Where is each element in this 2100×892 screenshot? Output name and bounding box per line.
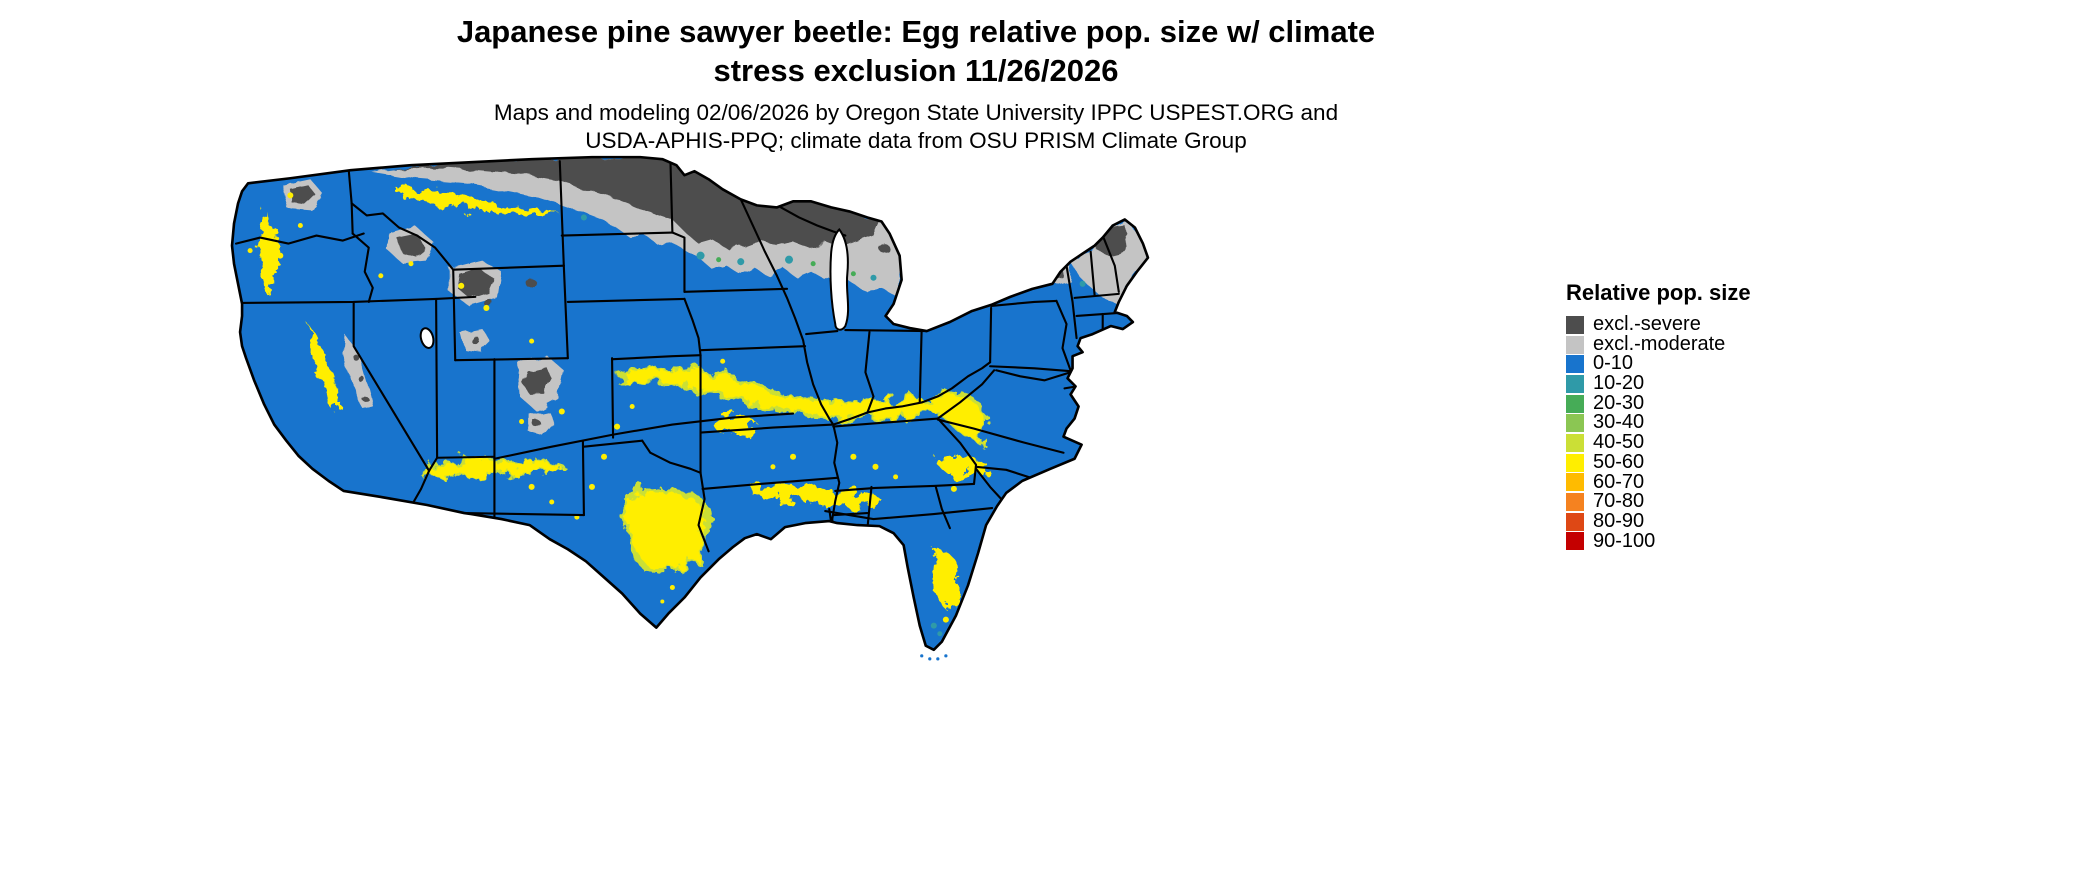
us-map-svg — [230, 155, 1150, 661]
legend-item: 30-40 — [1566, 413, 1751, 433]
legend-item: 40-50 — [1566, 431, 1751, 454]
legend-label: excl.-moderate — [1593, 332, 1726, 355]
subtitle: Maps and modeling 02/06/2026 by Oregon S… — [0, 99, 1832, 155]
legend-item: 0-10 — [1566, 354, 1751, 374]
legend-swatch-30-40 — [1566, 414, 1584, 433]
legend-item: 10-20 — [1566, 372, 1751, 395]
legend-swatch-excl-severe — [1566, 315, 1584, 334]
legend-label: 50-60 — [1593, 450, 1645, 473]
legend-label: 40-50 — [1593, 431, 1645, 454]
legend-item: 20-30 — [1566, 391, 1751, 414]
legend-swatch-50-60 — [1566, 453, 1584, 472]
legend-swatch-20-30 — [1566, 394, 1584, 413]
legend-item: 80-90 — [1566, 509, 1751, 532]
header: Japanese pine sawyer beetle: Egg relativ… — [0, 12, 1832, 155]
legend-label: 90-100 — [1593, 529, 1656, 552]
legend-label: 70-80 — [1593, 490, 1645, 513]
legend-item: excl.-severe — [1566, 313, 1751, 335]
legend-title: Relative pop. size — [1566, 280, 1751, 305]
great-salt-lake — [419, 327, 435, 349]
legend-label: 10-20 — [1593, 372, 1645, 395]
legend-label: excl.-severe — [1593, 313, 1701, 335]
subtitle-line2: USDA-APHIS-PPQ; climate data from OSU PR… — [585, 128, 1247, 153]
legend-label: 60-70 — [1593, 470, 1645, 493]
legend-swatch-10-20 — [1566, 374, 1584, 393]
legend-label: 80-90 — [1593, 509, 1645, 532]
florida-keys — [920, 654, 948, 661]
legend-item: 70-80 — [1566, 490, 1751, 513]
legend-item: excl.-moderate — [1566, 332, 1751, 355]
legend-swatch-70-80 — [1566, 493, 1584, 512]
legend-label: 30-40 — [1593, 411, 1645, 434]
legend-swatch-60-70 — [1566, 473, 1584, 492]
subtitle-line1: Maps and modeling 02/06/2026 by Oregon S… — [493, 100, 1339, 125]
pop-50-60-layer — [260, 185, 991, 610]
legend-swatch-90-100 — [1566, 532, 1584, 551]
us-map — [230, 154, 1155, 669]
page-title-line2: stress exclusion 11/26/2026 — [713, 53, 1119, 88]
legend-swatch-0-10 — [1566, 355, 1584, 374]
pop-50-60-speckles — [247, 192, 957, 623]
lake-michigan — [829, 227, 850, 331]
legend-swatch-40-50 — [1566, 433, 1584, 452]
legend-label: 0-10 — [1593, 352, 1634, 375]
us-outline — [230, 155, 1150, 652]
pop-20-30-layer — [716, 257, 856, 277]
legend: Relative pop. size excl.-severe excl.-mo… — [1566, 280, 1751, 551]
legend-item: 90-100 — [1566, 529, 1751, 552]
legend-swatch-excl-moderate — [1566, 335, 1584, 354]
pop-10-20-layer — [580, 214, 1086, 637]
legend-item: 50-60 — [1566, 450, 1751, 473]
legend-label: 20-30 — [1593, 391, 1645, 414]
state-borders — [234, 158, 1120, 553]
legend-item: 60-70 — [1566, 470, 1751, 493]
page-title-line1: Japanese pine sawyer beetle: Egg relativ… — [456, 14, 1376, 49]
legend-swatch-80-90 — [1566, 512, 1584, 531]
